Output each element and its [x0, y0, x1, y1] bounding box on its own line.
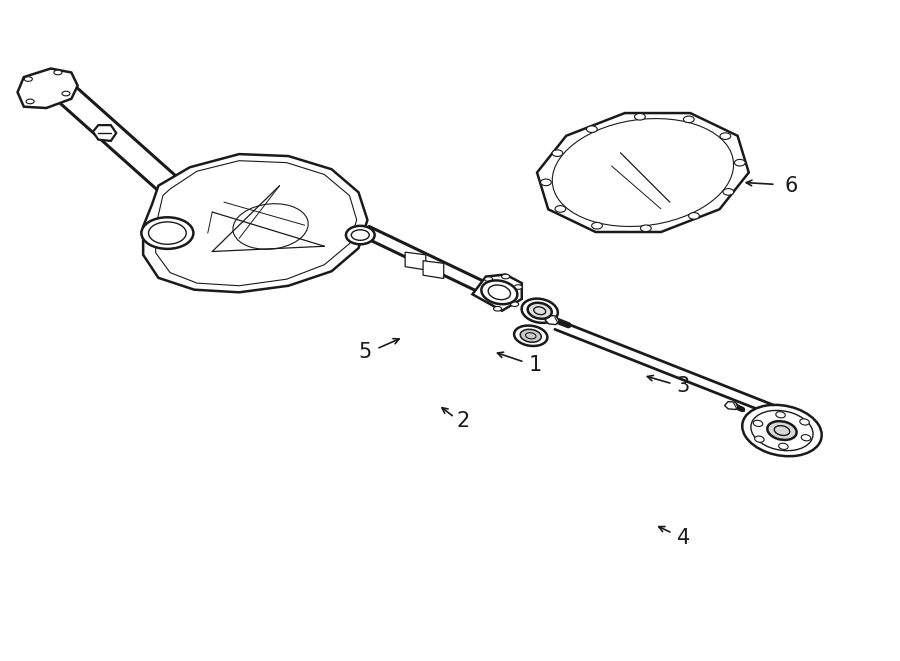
Ellipse shape: [527, 303, 552, 319]
Polygon shape: [537, 113, 749, 232]
Ellipse shape: [501, 274, 509, 279]
Ellipse shape: [555, 206, 566, 212]
Ellipse shape: [482, 280, 517, 304]
Ellipse shape: [520, 329, 541, 342]
Ellipse shape: [734, 159, 745, 166]
Ellipse shape: [753, 420, 763, 426]
Ellipse shape: [720, 133, 731, 139]
Ellipse shape: [634, 114, 645, 120]
Ellipse shape: [587, 126, 598, 132]
Text: 1: 1: [528, 355, 542, 375]
Ellipse shape: [801, 435, 811, 441]
Ellipse shape: [591, 223, 602, 229]
Ellipse shape: [683, 116, 694, 123]
Ellipse shape: [800, 419, 809, 425]
Ellipse shape: [754, 436, 764, 442]
Ellipse shape: [24, 77, 32, 81]
Ellipse shape: [768, 421, 796, 440]
Ellipse shape: [54, 70, 62, 75]
Polygon shape: [724, 402, 739, 409]
Ellipse shape: [778, 444, 788, 449]
Ellipse shape: [522, 299, 558, 323]
Ellipse shape: [510, 302, 518, 307]
Text: 5: 5: [358, 342, 372, 362]
Ellipse shape: [641, 225, 652, 231]
Text: 4: 4: [677, 528, 690, 548]
Ellipse shape: [776, 412, 786, 418]
Ellipse shape: [141, 217, 194, 249]
Text: 6: 6: [784, 176, 797, 196]
Text: 2: 2: [457, 411, 470, 432]
Polygon shape: [93, 125, 116, 141]
Ellipse shape: [742, 405, 822, 456]
Polygon shape: [405, 253, 426, 270]
Ellipse shape: [541, 179, 552, 186]
Ellipse shape: [62, 91, 70, 96]
Ellipse shape: [723, 188, 734, 195]
Polygon shape: [472, 274, 522, 311]
Ellipse shape: [484, 277, 492, 282]
Polygon shape: [423, 260, 444, 278]
Polygon shape: [17, 69, 77, 108]
Ellipse shape: [514, 326, 547, 346]
Ellipse shape: [514, 285, 522, 290]
Text: 3: 3: [677, 377, 690, 397]
Ellipse shape: [493, 307, 501, 311]
Ellipse shape: [552, 150, 562, 157]
Polygon shape: [143, 154, 367, 292]
Ellipse shape: [688, 213, 699, 219]
Ellipse shape: [26, 99, 34, 104]
Polygon shape: [545, 315, 560, 325]
Ellipse shape: [346, 226, 374, 245]
